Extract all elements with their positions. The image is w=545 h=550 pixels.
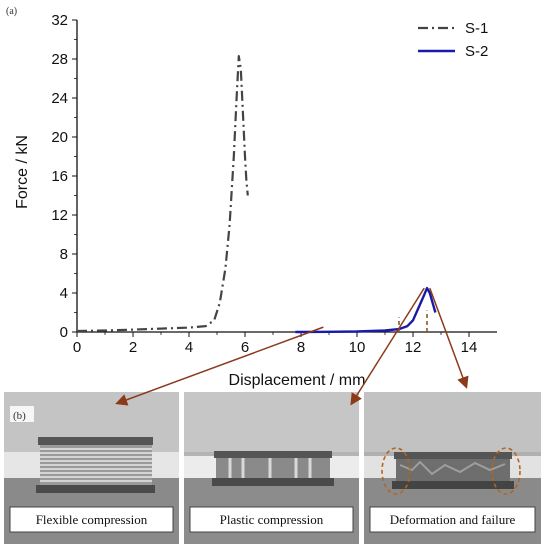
y-axis-label: Force / kN (14, 135, 31, 209)
caption-box-3: Deformation and failure (369, 506, 536, 533)
caption-2: Plastic compression (220, 512, 324, 527)
caption-box-2: Plastic compression (189, 506, 354, 533)
y-tick-label: 4 (60, 285, 68, 302)
y-tick-label: 20 (51, 129, 68, 146)
x-tick-label: 2 (129, 339, 137, 356)
panel-label-b: (b) (13, 410, 26, 422)
y-tick-label: 0 (60, 324, 68, 341)
x-tick-label: 4 (185, 339, 193, 356)
y-tick-label: 8 (60, 246, 68, 263)
arrow-2 (350, 287, 425, 406)
arrows (115, 287, 469, 406)
series-2-line (295, 286, 437, 334)
legend-label-s2: S-2 (465, 43, 488, 60)
failure-highlight-right (491, 447, 521, 495)
caption-1: Flexible compression (36, 512, 148, 527)
arrow-1 (115, 326, 324, 406)
y-tick-label: 28 (51, 51, 68, 68)
arrow-3 (429, 287, 469, 389)
x-tick-label: 12 (405, 339, 422, 356)
x-tick-label: 0 (73, 339, 81, 356)
y-tick-label: 32 (51, 12, 68, 29)
x-tick-label: 6 (241, 339, 249, 356)
legend: S-1 S-2 (418, 20, 488, 60)
y-tick-label: 24 (51, 90, 68, 107)
panel-label-a: (a) (6, 6, 17, 17)
caption-box-1: Flexible compression (9, 506, 174, 533)
y-tick-label: 12 (51, 207, 68, 224)
legend-label-s1: S-1 (465, 20, 488, 37)
x-tick-label: 10 (349, 339, 366, 356)
series-1-line (76, 55, 249, 333)
x-tick-label: 8 (297, 339, 305, 356)
y-tick-label: 16 (51, 168, 68, 185)
failure-highlight-left (381, 447, 411, 495)
caption-3: Deformation and failure (390, 512, 516, 527)
x-axis-label: Displacement / mm (229, 372, 366, 389)
x-tick-label: 14 (461, 339, 478, 356)
spring-stack (40, 445, 152, 485)
